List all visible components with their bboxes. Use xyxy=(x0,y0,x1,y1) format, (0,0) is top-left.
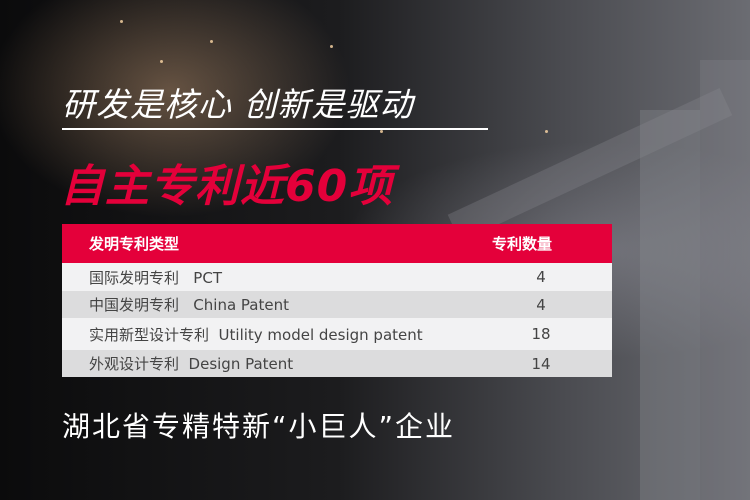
table-row: 实用新型设计专利 Utility model design patent 18 xyxy=(62,318,612,350)
spark xyxy=(210,40,213,43)
spark xyxy=(545,130,548,133)
cell-type: 国际发明专利 PCT xyxy=(89,268,222,287)
divider xyxy=(62,128,488,130)
cell-count: 18 xyxy=(531,325,551,343)
slogan: 研发是核心 创新是驱动 xyxy=(62,85,414,124)
header-type: 发明专利类型 xyxy=(89,235,180,253)
header-count: 专利数量 xyxy=(492,235,553,253)
spark xyxy=(380,130,383,133)
table-row: 外观设计专利 Design Patent 14 xyxy=(62,350,612,377)
cell-count: 4 xyxy=(536,295,546,314)
patent-table: 发明专利类型 专利数量 国际发明专利 PCT 4 中国发明专利 China Pa… xyxy=(62,224,612,377)
table-row: 中国发明专利 China Patent 4 xyxy=(62,291,612,318)
cell-count: 4 xyxy=(536,268,546,286)
spark xyxy=(120,20,123,23)
cell-type: 外观设计专利 Design Patent xyxy=(89,355,294,373)
cell-count: 14 xyxy=(531,354,551,373)
footer-tagline: 湖北省专精特新“小巨人”企业 xyxy=(62,410,456,443)
table-row: 国际发明专利 PCT 4 xyxy=(62,263,612,291)
headline: 自主专利近60项 xyxy=(60,161,394,212)
table-header: 发明专利类型 专利数量 xyxy=(62,224,612,263)
spark xyxy=(160,60,163,63)
spark xyxy=(330,45,333,48)
background-machine xyxy=(700,60,750,500)
cell-type: 实用新型设计专利 Utility model design patent xyxy=(89,325,423,344)
cell-type: 中国发明专利 China Patent xyxy=(89,296,289,314)
background-machine xyxy=(640,110,700,500)
